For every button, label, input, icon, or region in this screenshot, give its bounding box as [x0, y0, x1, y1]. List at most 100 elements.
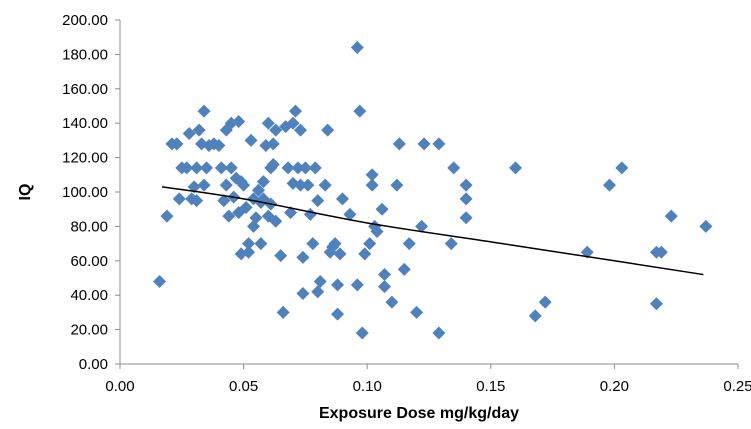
data-point	[459, 192, 473, 206]
data-point	[313, 274, 327, 288]
data-point	[303, 207, 317, 221]
y-tick-label: 120.00	[62, 150, 108, 167]
data-point	[232, 114, 246, 128]
data-point	[254, 237, 268, 251]
data-point	[281, 161, 295, 175]
data-point	[222, 209, 236, 223]
data-point	[266, 137, 280, 151]
data-point	[286, 116, 300, 130]
data-point	[293, 178, 307, 192]
data-point	[350, 41, 364, 55]
chart-axes	[119, 20, 738, 365]
data-point	[664, 209, 678, 223]
data-point	[172, 192, 186, 206]
data-point	[237, 178, 251, 192]
y-tick-label: 180.00	[62, 46, 108, 63]
data-point	[182, 127, 196, 141]
data-point	[538, 295, 552, 309]
data-point	[444, 237, 458, 251]
y-tick-label: 200.00	[62, 12, 108, 29]
x-tick-label: 0.00	[105, 378, 134, 395]
y-tick-label: 40.00	[70, 287, 108, 304]
data-point	[190, 161, 204, 175]
data-point	[365, 178, 379, 192]
data-point	[390, 178, 404, 192]
data-point	[343, 207, 357, 221]
data-point	[350, 278, 364, 292]
y-tick-label: 60.00	[70, 253, 108, 270]
data-point	[509, 161, 523, 175]
data-point	[318, 178, 332, 192]
data-point	[447, 161, 461, 175]
data-point	[153, 274, 167, 288]
data-point	[249, 211, 263, 225]
data-point	[293, 123, 307, 137]
data-point	[311, 285, 325, 299]
data-point	[212, 139, 226, 153]
data-points	[153, 41, 713, 340]
data-point	[699, 219, 713, 233]
data-point	[353, 104, 367, 118]
data-point	[459, 211, 473, 225]
y-tick-label: 140.00	[62, 115, 108, 132]
data-point	[378, 280, 392, 294]
data-point	[306, 237, 320, 251]
data-point	[580, 245, 594, 259]
y-tick-label: 160.00	[62, 81, 108, 98]
data-point	[298, 161, 312, 175]
x-axis-ticks: 0.00 0.05 0.10 0.15 0.20 0.25	[105, 364, 751, 395]
data-point	[654, 245, 668, 259]
data-point	[397, 262, 411, 276]
data-point	[224, 161, 238, 175]
data-point	[200, 161, 214, 175]
data-point	[392, 137, 406, 151]
data-point	[239, 200, 253, 214]
data-point	[417, 137, 431, 151]
x-tick-label: 0.25	[723, 378, 751, 395]
data-point	[160, 209, 174, 223]
data-point	[378, 268, 392, 282]
y-tick-label: 100.00	[62, 184, 108, 201]
data-point	[363, 237, 377, 251]
data-point	[385, 295, 399, 309]
data-point	[269, 214, 283, 228]
data-point	[410, 305, 424, 319]
data-point	[170, 137, 184, 151]
data-point	[331, 307, 345, 321]
data-point	[321, 123, 335, 137]
data-point	[365, 168, 379, 182]
data-point	[217, 194, 231, 208]
data-point	[197, 178, 211, 192]
x-tick-label: 0.10	[353, 378, 382, 395]
x-axis-title: Exposure Dose mg/kg/day	[319, 405, 519, 422]
trendline	[161, 186, 704, 276]
data-point	[308, 161, 322, 175]
y-tick-label: 0.00	[79, 356, 108, 373]
data-point	[190, 194, 204, 208]
data-point	[602, 178, 616, 192]
data-point	[415, 219, 429, 233]
x-tick-label: 0.15	[476, 378, 505, 395]
data-point	[180, 161, 194, 175]
data-point	[269, 123, 283, 137]
data-point	[355, 326, 369, 340]
data-point	[244, 133, 258, 147]
data-point	[197, 104, 211, 118]
data-point	[432, 137, 446, 151]
data-point	[296, 250, 310, 264]
data-point	[261, 116, 275, 130]
data-point	[276, 305, 290, 319]
data-point	[311, 194, 325, 208]
data-point	[266, 157, 280, 171]
data-point	[219, 178, 233, 192]
y-tick-label: 80.00	[70, 218, 108, 235]
y-axis-ticks: 0.00 20.00 40.00 60.00 80.00 100.00 120.00 140.…	[62, 12, 120, 373]
data-point	[256, 175, 270, 189]
data-point	[331, 278, 345, 292]
data-point	[402, 237, 416, 251]
data-point	[289, 104, 303, 118]
data-point	[251, 183, 265, 197]
data-point	[333, 247, 347, 261]
data-point	[242, 245, 256, 259]
